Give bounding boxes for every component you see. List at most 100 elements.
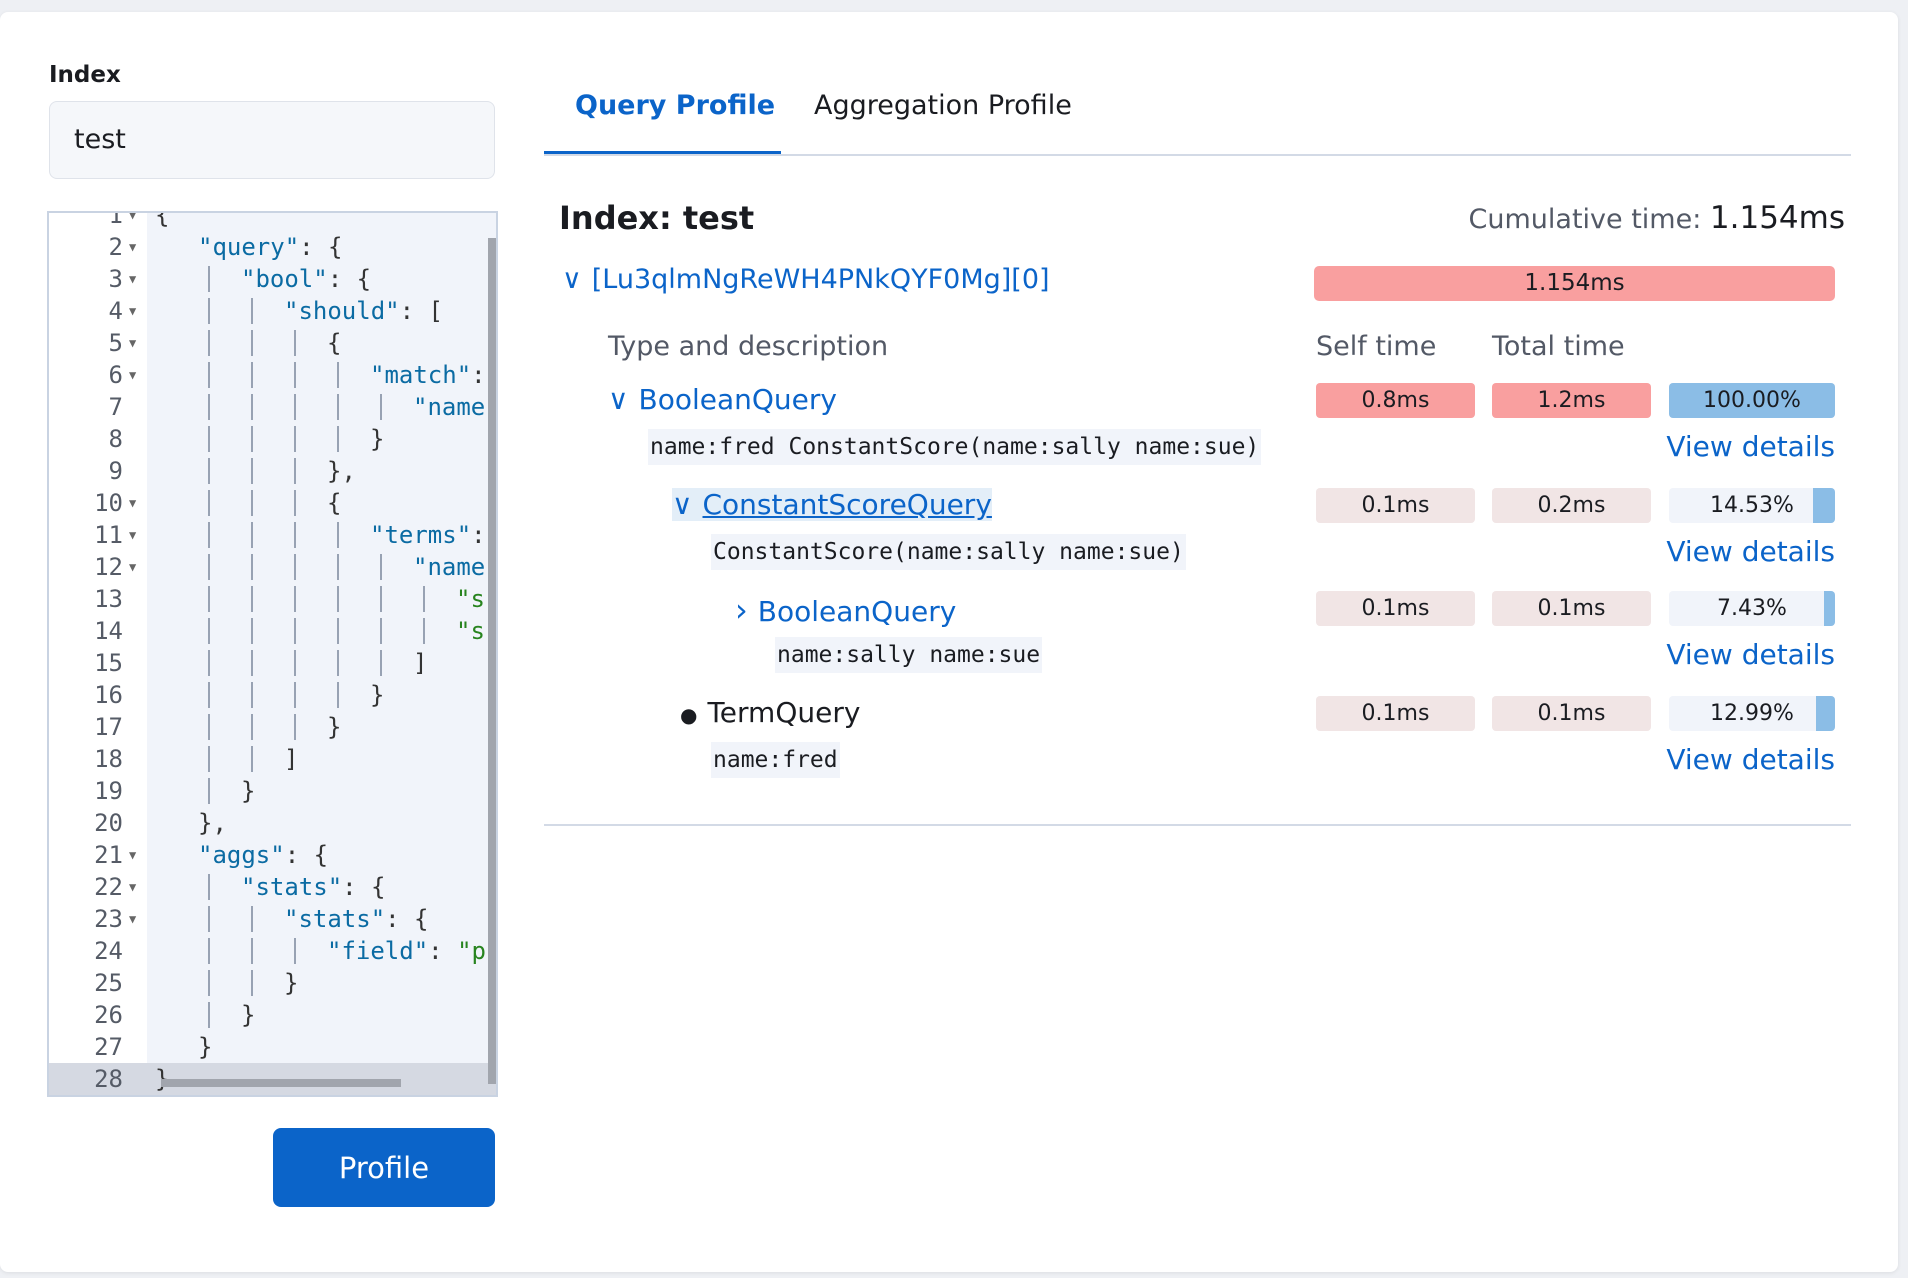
horizontal-scrollbar[interactable]: [161, 1079, 401, 1087]
indent-guide: [294, 394, 296, 420]
shard-toggle[interactable]: ∨ [Lu3qlmNgReWH4PNkQYF0Mg][0]: [562, 264, 1050, 295]
query-editor[interactable]: 1 ▼{2 ▼ "query": {3 ▼ "bool": {4 ▼ "should": [5…: [47, 211, 498, 1097]
code-token: "s: [456, 617, 485, 645]
tab-query-profile[interactable]: Query Profile: [575, 90, 776, 121]
fold-arrow-icon[interactable]: ▼: [129, 240, 137, 254]
line-number: 2: [108, 233, 123, 261]
indent-guide: [251, 394, 253, 420]
fold-arrow-icon[interactable]: ▼: [129, 496, 137, 510]
code-token: }: [241, 777, 256, 805]
code-text: }: [198, 1031, 212, 1063]
indent-guide: [251, 330, 253, 356]
line-number: 14: [94, 617, 123, 645]
cumulative-time: Cumulative time: 1.154ms: [1469, 200, 1845, 236]
fold-arrow-icon[interactable]: ▼: [129, 880, 137, 894]
code-text: }: [370, 423, 384, 455]
query-row-name[interactable]: ∨ BooleanQuery: [608, 383, 837, 416]
fold-arrow-icon[interactable]: ▼: [129, 304, 137, 318]
line-number: 19: [94, 777, 123, 805]
code-token: "s: [456, 585, 485, 613]
indent-guide: [208, 714, 210, 740]
code-text: }: [241, 775, 255, 807]
editor-line: 14 "s: [49, 615, 496, 647]
percentage-value: 12.99%: [1710, 701, 1794, 726]
query-row-name[interactable]: ● TermQuery: [680, 696, 860, 729]
percentage-value: 7.43%: [1717, 596, 1787, 621]
code-token: {: [327, 489, 342, 517]
view-details-link[interactable]: View details: [1666, 430, 1835, 463]
query-row-name[interactable]: › BooleanQuery: [735, 591, 956, 629]
line-number: 3: [108, 265, 123, 293]
editor-gutter: [49, 213, 147, 1095]
percentage-bar: 100.00%: [1669, 383, 1835, 418]
fold-arrow-icon[interactable]: ▼: [129, 336, 137, 350]
fold-arrow-icon[interactable]: ▼: [129, 211, 137, 222]
fold-arrow-icon[interactable]: ▼: [129, 368, 137, 382]
fold-arrow-icon[interactable]: ▼: [129, 272, 137, 286]
indent-guide: [337, 586, 339, 612]
fold-arrow-icon[interactable]: ▼: [129, 912, 137, 926]
chevron-down-icon: ∨: [562, 264, 582, 295]
code-text: "should": [: [284, 295, 443, 327]
view-details-link[interactable]: View details: [1666, 638, 1835, 671]
indent-guide: [251, 650, 253, 676]
fold-arrow-icon[interactable]: ▼: [129, 848, 137, 862]
code-text: "stats": {: [241, 871, 386, 903]
line-number: 8: [108, 425, 123, 453]
code-token: ]: [284, 745, 299, 773]
self-time-badge: 0.8ms: [1316, 383, 1475, 418]
view-details-link[interactable]: View details: [1666, 743, 1835, 776]
code-text: "name": [413, 551, 496, 583]
indent-guide: [251, 618, 253, 644]
line-number: 1: [108, 211, 123, 229]
editor-line: 26}: [49, 999, 496, 1031]
code-token: : {: [284, 841, 329, 869]
editor-line: 22 ▼ "stats": {: [49, 871, 496, 903]
indent-guide: [294, 426, 296, 452]
indent-guide: [337, 394, 339, 420]
code-token: "field": [327, 937, 429, 965]
indent-guide: [294, 458, 296, 484]
tab-aggregation-profile[interactable]: Aggregation Profile: [814, 90, 1072, 121]
active-tab-indicator: [544, 151, 781, 155]
index-label: Index: [49, 62, 121, 88]
vertical-scrollbar[interactable]: [488, 238, 496, 1084]
indent-guide: [251, 714, 253, 740]
code-token: "name": [413, 393, 498, 421]
chevron-down-icon[interactable]: ∨: [672, 488, 693, 521]
indent-guide: [208, 778, 210, 804]
query-row-name[interactable]: ∨ ConstantScoreQuery: [672, 488, 992, 521]
editor-line: 10 ▼ {: [49, 487, 496, 519]
view-details-link[interactable]: View details: [1666, 535, 1835, 568]
indent-guide: [294, 586, 296, 612]
code-text: {: [327, 327, 341, 359]
line-number: 23: [94, 905, 123, 933]
chevron-right-icon[interactable]: ›: [735, 591, 748, 629]
code-text: "s: [456, 583, 485, 615]
line-number: 27: [94, 1033, 123, 1061]
fold-arrow-icon[interactable]: ▼: [129, 560, 137, 574]
line-number: 5: [108, 329, 123, 357]
fold-arrow-icon[interactable]: ▼: [129, 528, 137, 542]
header-self-time: Self time: [1316, 331, 1437, 362]
editor-line: 12 ▼ "name": [49, 551, 496, 583]
code-token: "stats": [241, 873, 343, 901]
line-number: 17: [94, 713, 123, 741]
editor-line: 16}: [49, 679, 496, 711]
shard-id: [Lu3qlmNgReWH4PNkQYF0Mg][0]: [591, 264, 1050, 295]
chevron-down-icon[interactable]: ∨: [608, 383, 629, 416]
code-text: "match":: [370, 359, 486, 391]
code-token: "stats": [284, 905, 386, 933]
code-token: },: [198, 809, 227, 837]
index-input[interactable]: test: [49, 101, 495, 179]
editor-line: 5 ▼ {: [49, 327, 496, 359]
query-type: ConstantScoreQuery: [702, 488, 992, 521]
indent-guide: [294, 522, 296, 548]
line-number: 21: [94, 841, 123, 869]
percentage-fill: [1669, 383, 1835, 418]
profile-button[interactable]: Profile: [273, 1128, 495, 1207]
editor-line: 19}: [49, 775, 496, 807]
line-number: 7: [108, 393, 123, 421]
code-token: :: [471, 361, 486, 389]
query-type: BooleanQuery: [638, 383, 837, 416]
